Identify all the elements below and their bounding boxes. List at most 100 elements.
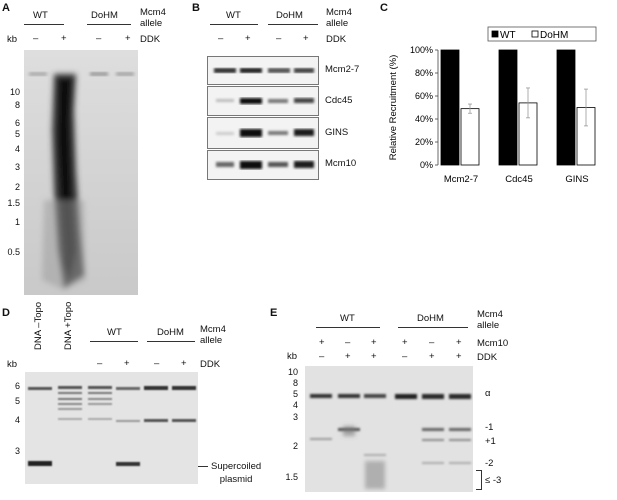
e-tick-1-5: 1.5 bbox=[285, 472, 298, 482]
panel-b-lane3-sign: – bbox=[276, 33, 282, 44]
panel-d-group-wt: WT bbox=[107, 327, 122, 338]
tick-1: 1 bbox=[14, 217, 20, 227]
blot-mcm2-7-bands bbox=[214, 68, 314, 73]
topo-label-plus1: +1 bbox=[485, 436, 496, 447]
e-ddk-sign-3: + bbox=[371, 351, 377, 362]
allele-line-1: Mcm4 bbox=[200, 324, 226, 335]
panel-a-letter: A bbox=[2, 2, 10, 14]
panel-c-bar-chart: WT DoHM 0% 20% 40% 60% 80% 100% Relative Recruit… bbox=[388, 26, 597, 185]
x-tick-label-mcm2-7: Mcm2-7 bbox=[444, 174, 478, 185]
topo-label-minus2: -2 bbox=[485, 458, 494, 469]
bar-wt-gins bbox=[556, 49, 576, 166]
e-tick-2: 2 bbox=[292, 441, 298, 451]
y-tick-label: 20% bbox=[415, 137, 433, 147]
allele-line-1: Mcm4 bbox=[477, 309, 503, 320]
blot-gins bbox=[207, 117, 319, 149]
panel-d-kb-label: kb bbox=[7, 359, 18, 370]
panel-b-dohm-underline bbox=[268, 24, 318, 25]
panel-e-mcm10-label: Mcm10 bbox=[477, 338, 509, 349]
e-mcm10-sign-4: + bbox=[402, 337, 408, 348]
e-mcm10-sign-2: – bbox=[345, 337, 351, 348]
blot-gins-bands bbox=[216, 129, 314, 137]
panel-d-tick-6: 6 bbox=[14, 381, 20, 391]
panel-d-group-dohm: DoHM bbox=[157, 327, 184, 338]
e-ddk-sign-4: – bbox=[402, 351, 408, 362]
panel-e-group-dohm: DoHM bbox=[417, 313, 444, 324]
topo-label-alpha: α bbox=[485, 388, 491, 399]
blot-gins-label: GINS bbox=[325, 127, 349, 138]
allele-line-2: allele bbox=[140, 18, 163, 29]
bar-wt-cdc45 bbox=[498, 49, 518, 166]
e-mcm10-sign-5: – bbox=[429, 337, 435, 348]
y-tick-label: 0% bbox=[420, 160, 433, 170]
tick-2: 2 bbox=[14, 182, 20, 192]
blot-mcm2-7 bbox=[207, 56, 319, 85]
panel-a-group-dohm: DoHM bbox=[91, 10, 118, 21]
e-mcm10-sign-3: + bbox=[371, 337, 377, 348]
panel-d-ddk-label: DDK bbox=[200, 359, 221, 370]
blot-mcm10-bands bbox=[216, 161, 314, 169]
panel-b-group-dohm: DoHM bbox=[276, 10, 303, 21]
panel-a-dohm-underline bbox=[87, 24, 131, 25]
panel-d-tick-3: 3 bbox=[14, 446, 20, 456]
panel-b-wt-underline bbox=[210, 24, 258, 25]
blot-mcm2-7-label: Mcm2-7 bbox=[325, 64, 360, 75]
e-tick-5: 5 bbox=[292, 389, 298, 399]
allele-line-2: allele bbox=[326, 18, 349, 29]
y-tick-label: 40% bbox=[415, 114, 433, 124]
legend-box bbox=[487, 26, 597, 42]
supercoiled-plasmid-annotation: Supercoiled plasmid bbox=[211, 460, 261, 486]
panel-e-allele-label: Mcm4 allele bbox=[477, 309, 503, 331]
panel-e-dohm-underline bbox=[398, 327, 468, 328]
panel-d-gel bbox=[25, 372, 198, 484]
tick-8: 8 bbox=[14, 100, 20, 110]
e-tick-3: 3 bbox=[292, 412, 298, 422]
blot-cdc45-label: Cdc45 bbox=[325, 95, 353, 106]
panel-d-control-lane-2: DNA +Topo bbox=[63, 301, 74, 350]
supercoiled-pointer-line bbox=[198, 466, 208, 467]
e-tick-8: 8 bbox=[292, 378, 298, 388]
panel-d-control-lane-1: DNA –Topo bbox=[33, 301, 44, 350]
e-ddk-sign-6: + bbox=[456, 351, 462, 362]
panel-c-letter: C bbox=[380, 2, 388, 14]
panel-a-lane2-sign: + bbox=[61, 33, 67, 44]
panel-e-ddk-label: DDK bbox=[477, 352, 498, 363]
panel-b-allele-label: Mcm4 allele bbox=[326, 7, 352, 29]
panel-b-lane1-sign: – bbox=[218, 33, 224, 44]
panel-b-group-wt: WT bbox=[226, 10, 241, 21]
panel-d-allele-label: Mcm4 allele bbox=[200, 324, 226, 346]
y-tick-label: 100% bbox=[410, 45, 433, 55]
annotation-line-2: plasmid bbox=[219, 474, 253, 485]
panel-d-letter: D bbox=[2, 307, 10, 319]
e-ddk-sign-1: – bbox=[319, 351, 325, 362]
tick-5: 5 bbox=[14, 129, 20, 139]
panel-d-tick-4: 4 bbox=[14, 415, 20, 425]
panel-e-group-wt: WT bbox=[340, 313, 355, 324]
bar-dohm-mcm2-7 bbox=[460, 108, 480, 166]
panel-a-wt-underline bbox=[24, 24, 64, 25]
panel-d-dohm-underline bbox=[147, 341, 195, 342]
e-mcm10-sign-6: + bbox=[456, 337, 462, 348]
y-axis-label: Relative Recruitment (%) bbox=[388, 55, 399, 161]
topo-bracket bbox=[476, 470, 482, 490]
allele-line-1: Mcm4 bbox=[140, 7, 166, 18]
tick-1-5: 1.5 bbox=[7, 198, 20, 208]
panel-d-lane6-sign: + bbox=[181, 358, 187, 369]
panel-b-ddk-label: DDK bbox=[326, 34, 347, 45]
tick-10: 10 bbox=[9, 87, 20, 97]
panel-a-kb-label: kb bbox=[7, 34, 18, 45]
topo-label-minus1: -1 bbox=[485, 422, 494, 433]
panel-e-wt-underline bbox=[316, 327, 380, 328]
panel-e-kb-label: kb bbox=[287, 351, 298, 362]
panel-e-gel bbox=[305, 366, 473, 492]
panel-b-lane2-sign: + bbox=[245, 33, 251, 44]
x-tick-label-cdc45: Cdc45 bbox=[505, 174, 532, 185]
blot-cdc45-bands bbox=[216, 98, 314, 104]
legend-label-dohm: DoHM bbox=[540, 30, 568, 41]
legend-label-wt: WT bbox=[500, 30, 516, 41]
panel-d-lane4-sign: + bbox=[124, 358, 130, 369]
panel-a-group-wt: WT bbox=[33, 10, 48, 21]
y-tick-label: 80% bbox=[415, 68, 433, 78]
panel-a-allele-label: Mcm4 allele bbox=[140, 7, 166, 29]
panel-a-ddk-label: DDK bbox=[140, 34, 161, 45]
